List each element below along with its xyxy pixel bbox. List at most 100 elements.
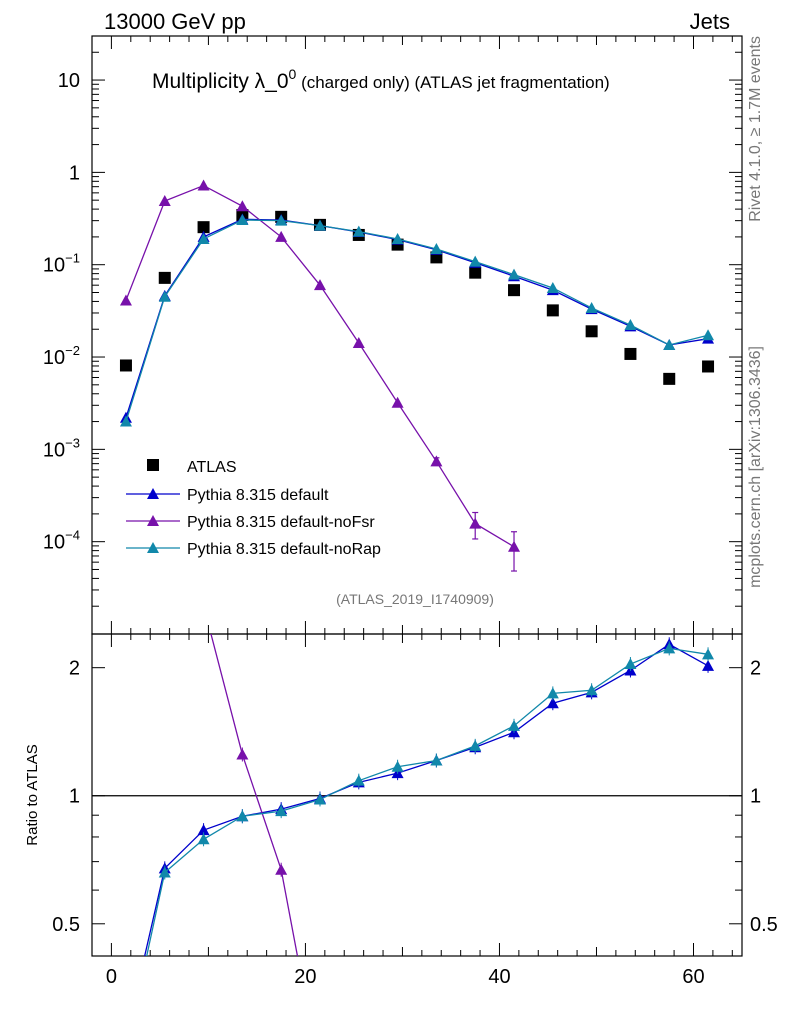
main-series-group bbox=[119, 179, 715, 572]
tick-label-base: 10 bbox=[43, 439, 65, 461]
x-tick-label: 40 bbox=[488, 966, 510, 988]
mc-point bbox=[158, 194, 171, 206]
mc-point bbox=[119, 415, 132, 427]
main-y-tick-label: 1 bbox=[69, 162, 80, 184]
x-tick-labels: 0 20 40 60 bbox=[106, 966, 705, 988]
ratio-line bbox=[146, 647, 709, 956]
ratio-point bbox=[663, 642, 676, 654]
data-point bbox=[430, 251, 443, 264]
legend-label-atlas: ATLAS bbox=[187, 459, 237, 476]
mc-point bbox=[391, 396, 404, 408]
ratio-point bbox=[197, 824, 210, 836]
series-3 bbox=[119, 213, 715, 427]
mc-point bbox=[663, 338, 676, 350]
ratio-y-tick-label: 1 bbox=[69, 786, 80, 808]
mc-point bbox=[430, 242, 443, 254]
mc-point bbox=[158, 290, 171, 302]
data-point bbox=[624, 347, 637, 360]
ratio-y-axis-label: Ratio to ATLAS bbox=[24, 744, 41, 845]
ratio-panel-ticks: 0.5 0.5 1 1 2 2 bbox=[52, 634, 778, 956]
ratio-y-tick-label-right: 0.5 bbox=[750, 914, 778, 936]
ratio-point bbox=[391, 760, 404, 772]
plot-title-superscript: 0 bbox=[289, 66, 297, 82]
mc-point bbox=[508, 540, 521, 552]
ratio-point bbox=[469, 739, 482, 751]
mc-point bbox=[702, 329, 715, 341]
legend: ATLAS Pythia 8.315 default Pythia 8.315 … bbox=[126, 459, 381, 558]
tick-label-base: 10 bbox=[43, 532, 65, 554]
mc-point bbox=[236, 213, 249, 225]
main-y-tick-label: 10−1 bbox=[43, 251, 80, 277]
ratio-y-tick-label-right: 1 bbox=[750, 786, 761, 808]
mc-point bbox=[469, 517, 482, 529]
ratio-point bbox=[275, 805, 288, 817]
main-y-tick-label: 10 bbox=[58, 70, 80, 92]
mc-point bbox=[197, 179, 210, 191]
series-2 bbox=[119, 179, 521, 572]
legend-marker-default bbox=[147, 488, 159, 499]
ratio-point bbox=[275, 863, 288, 875]
mc-point bbox=[624, 319, 637, 331]
ratio-point bbox=[508, 719, 521, 731]
ratio-point bbox=[197, 833, 210, 845]
mc-point bbox=[197, 232, 210, 244]
x-tick-label: 0 bbox=[106, 966, 117, 988]
data-point bbox=[508, 284, 521, 297]
main-panel-ticks bbox=[92, 35, 742, 635]
mc-point bbox=[275, 214, 288, 226]
data-point bbox=[663, 372, 676, 385]
tick-label-base: 10 bbox=[58, 70, 80, 92]
mc-point bbox=[313, 279, 326, 291]
plot-title-main: Multiplicity λ_0 bbox=[152, 70, 289, 93]
tick-label-base: 10 bbox=[43, 347, 65, 369]
ratio-point bbox=[546, 697, 559, 709]
mc-point bbox=[236, 200, 249, 212]
series-line bbox=[125, 218, 709, 418]
tick-label-base: 1 bbox=[69, 162, 80, 184]
data-point bbox=[119, 359, 132, 372]
mc-point bbox=[585, 301, 598, 313]
ratio-point bbox=[702, 648, 715, 660]
mc-point bbox=[391, 232, 404, 244]
mc-point bbox=[119, 294, 132, 306]
ratio-series-group bbox=[144, 634, 715, 956]
data-point bbox=[585, 325, 598, 338]
mc-point bbox=[352, 336, 365, 348]
ratio-point bbox=[546, 687, 559, 699]
ratio-point bbox=[352, 774, 365, 786]
tick-label-exponent: −3 bbox=[65, 435, 80, 450]
x-tick-label: 20 bbox=[294, 966, 316, 988]
analysis-id-label: (ATLAS_2019_I1740909) bbox=[336, 591, 494, 607]
legend-label-nofsr: Pythia 8.315 default-noFsr bbox=[187, 514, 375, 531]
mc-point bbox=[508, 268, 521, 280]
mc-point bbox=[546, 281, 559, 293]
tick-label-exponent: −1 bbox=[65, 251, 80, 266]
ratio-point bbox=[313, 793, 326, 805]
plot-title-subtitle: (charged only) (ATLAS jet fragmentation) bbox=[296, 73, 609, 92]
legend-marker-atlas bbox=[147, 459, 159, 471]
ratio-y-tick-label: 0.5 bbox=[52, 914, 80, 936]
data-point bbox=[702, 360, 715, 373]
series-line bbox=[125, 219, 709, 422]
main-y-tick-label: 10−2 bbox=[43, 343, 80, 369]
legend-marker-norap bbox=[147, 542, 159, 553]
tick-label-base: 10 bbox=[43, 255, 65, 277]
ratio-series-2 bbox=[146, 641, 715, 956]
ratio-point bbox=[236, 810, 249, 822]
plot-title: Multiplicity λ_00 (charged only) (ATLAS … bbox=[152, 66, 610, 93]
series-0 bbox=[119, 209, 715, 385]
mcplots-label: mcplots.cern.ch [arXiv:1306.3436] bbox=[747, 346, 764, 588]
tick-label-exponent: −2 bbox=[65, 343, 80, 358]
x-tick-label: 60 bbox=[682, 966, 704, 988]
ratio-series-1 bbox=[210, 634, 299, 956]
ratio-line bbox=[210, 634, 299, 956]
data-point bbox=[546, 304, 559, 317]
ratio-y-tick-label-right: 2 bbox=[750, 658, 761, 680]
mc-point bbox=[275, 230, 288, 242]
ratio-point bbox=[624, 658, 637, 670]
data-point bbox=[158, 271, 171, 284]
ratio-series-0 bbox=[144, 637, 715, 956]
legend-marker-nofsr bbox=[147, 515, 159, 526]
